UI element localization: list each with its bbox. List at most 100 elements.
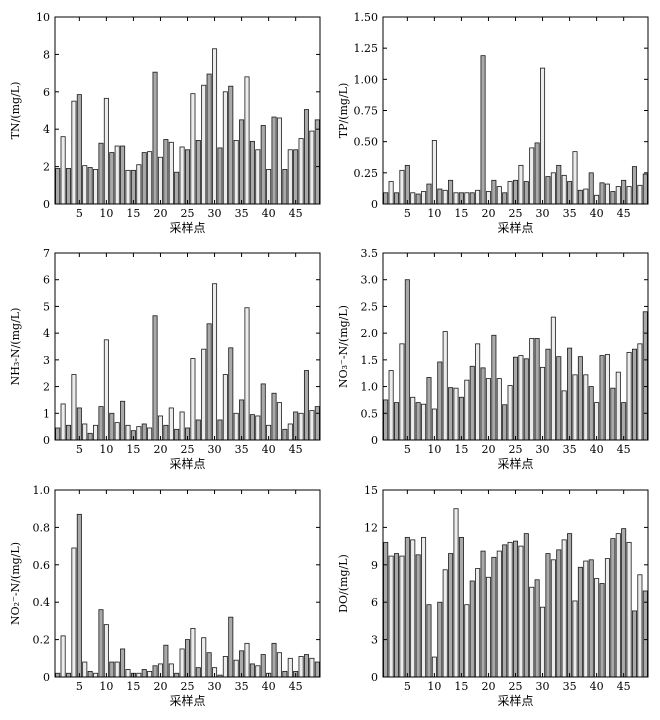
- bar-do-21: [491, 556, 497, 678]
- bar-do-9: [426, 604, 432, 678]
- y-tick-label: 1.5: [361, 354, 379, 367]
- bar-tp-21: [491, 179, 497, 205]
- bar-tp-23: [502, 192, 508, 205]
- x-tick-label: 10: [99, 680, 113, 693]
- chart-tn: 0 2 4 6 8 10 5 10 15 20 25 30 35 40 45 采样点 TN/(mg/L): [9, 11, 321, 235]
- bar-do-24: [507, 541, 513, 678]
- bar-no2n-3: [66, 672, 72, 678]
- bar-no3n-32: [550, 316, 556, 441]
- bar-nh3n-44: [287, 423, 293, 441]
- bar-no2n-11: [109, 661, 115, 678]
- x-tick-label: 40: [590, 680, 604, 693]
- bar-tp-38: [583, 188, 589, 205]
- y-tick-label: 1.00: [354, 73, 379, 86]
- bar-tn-45: [293, 149, 299, 205]
- bar-do-15: [458, 536, 464, 678]
- bar-nh3n-41: [271, 392, 277, 441]
- y-tick-label: 8: [43, 48, 50, 61]
- bar-no3n-36: [572, 374, 578, 441]
- x-tick-label: 45: [289, 443, 303, 456]
- x-tick-label: 20: [481, 443, 495, 456]
- bar-no2n-5: [76, 513, 82, 678]
- bar-no2n-1: [55, 672, 61, 678]
- bar-no3n-25: [512, 356, 519, 441]
- bar-tn-34: [233, 140, 239, 205]
- bar-nh3n-45: [293, 411, 299, 441]
- bar-no3n-37: [577, 356, 583, 441]
- x-tick-label: 25: [181, 443, 195, 456]
- bar-no2n-37: [249, 663, 255, 678]
- bar-do-38: [583, 560, 589, 678]
- x-tick-label: 20: [481, 680, 495, 693]
- bar-do-42: [604, 558, 610, 678]
- bar-tn-14: [125, 169, 131, 205]
- y-tick-label: 0: [43, 671, 50, 684]
- x-axis: 5 10 15 20 25 30 35 40 45: [404, 490, 631, 693]
- bar-no3n-41: [599, 355, 605, 441]
- bar-tp-48: [637, 184, 643, 205]
- bar-do-27: [523, 533, 529, 678]
- y-tick-label: 0: [43, 198, 50, 211]
- bar-no3n-44: [615, 371, 621, 441]
- bar-do-32: [550, 559, 556, 678]
- bar-nh3n-43: [282, 428, 288, 441]
- y-tick-label: 0.5: [361, 407, 379, 420]
- bar-no2n-48: [309, 657, 315, 678]
- x-axis-label: 采样点: [497, 693, 533, 708]
- y-tick-label: 6: [371, 596, 378, 609]
- x-tick-label: 35: [563, 443, 577, 456]
- y-tick-label: 1.25: [354, 42, 379, 55]
- bar-tp-16: [464, 192, 470, 205]
- x-tick-label: 15: [126, 443, 140, 456]
- bar-do-8: [421, 536, 427, 678]
- bar-do-34: [561, 539, 567, 678]
- bar-no3n-7: [415, 402, 421, 441]
- x-tick-label: 40: [262, 680, 276, 693]
- bar-no3n-12: [442, 331, 448, 441]
- x-axis-label: 采样点: [169, 220, 205, 235]
- x-axis-label: 采样点: [169, 693, 205, 708]
- bar-no3n-34: [561, 390, 567, 441]
- y-tick-label: 0.25: [354, 167, 379, 180]
- x-tick-label: 20: [153, 443, 167, 456]
- x-tick-label: 35: [563, 207, 577, 220]
- bar-no3n-35: [567, 347, 573, 441]
- bar-no2n-43: [282, 670, 288, 678]
- bar-no3n-17: [469, 365, 475, 441]
- bar-tn-43: [282, 169, 288, 205]
- bar-do-36: [572, 600, 578, 678]
- x-tick-label: 45: [617, 443, 631, 456]
- bar-tp-27: [523, 181, 529, 205]
- bar-no3n-31: [545, 348, 551, 441]
- bar-tn-36: [244, 76, 250, 205]
- bars: [55, 513, 320, 678]
- bar-tp-29: [534, 142, 540, 205]
- bar-tn-10: [103, 97, 109, 205]
- bar-nh3n-24: [179, 411, 185, 441]
- bar-no3n-15: [458, 396, 464, 441]
- bar-tn-37: [249, 140, 255, 205]
- bar-no2n-24: [179, 648, 185, 678]
- bar-no3n-2: [388, 370, 394, 441]
- bar-tp-8: [421, 191, 427, 205]
- x-tick-label: 30: [536, 443, 550, 456]
- bar-do-35: [567, 533, 573, 678]
- x-axis: 5 10 15 20 25 30 35 40 45: [76, 17, 303, 220]
- y-tick-label: 0: [43, 434, 50, 447]
- bar-do-26: [518, 545, 524, 678]
- bar-nh3n-2: [60, 403, 66, 441]
- bar-tp-43: [610, 191, 616, 205]
- bar-tn-27: [195, 140, 201, 205]
- bar-nh3n-3: [66, 424, 72, 441]
- bar-no2n-46: [298, 656, 304, 678]
- bar-tp-36: [572, 151, 578, 205]
- y-axis-label: NO₃⁻-N/(mg/L): [337, 305, 350, 388]
- x-tick-label: 5: [404, 443, 411, 456]
- bar-do-22: [496, 550, 502, 678]
- x-tick-label: 40: [590, 443, 604, 456]
- bar-no2n-41: [271, 642, 277, 678]
- bar-do-18: [475, 568, 481, 678]
- bar-no2n-32: [222, 656, 228, 678]
- bar-no2n-23: [174, 672, 180, 678]
